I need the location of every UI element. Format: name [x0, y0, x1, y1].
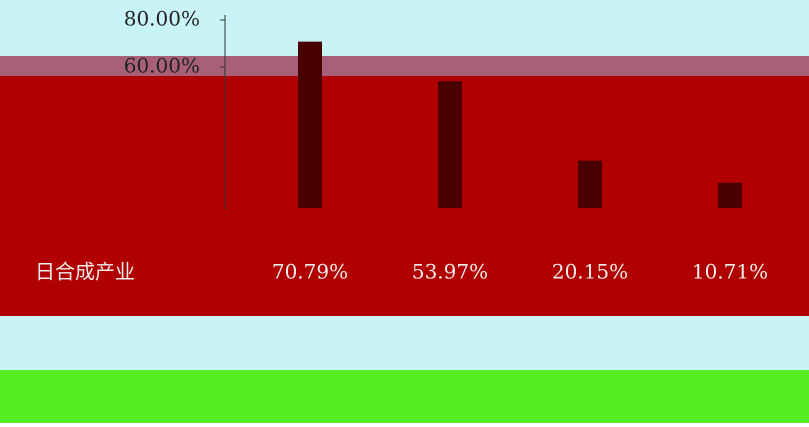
- bar: [578, 160, 602, 208]
- row-label: 日合成产业: [35, 260, 135, 284]
- y-tick-label: 80.00%: [124, 7, 200, 31]
- band: [0, 56, 809, 76]
- table-cell: 53.97%: [412, 260, 488, 284]
- table-cell: 20.15%: [552, 260, 628, 284]
- bar: [718, 182, 742, 208]
- table-cell: 70.79%: [272, 260, 348, 284]
- table-cell: 10.71%: [692, 260, 768, 284]
- bar: [438, 81, 462, 208]
- bar: [298, 41, 322, 209]
- band: [0, 76, 809, 316]
- band: [0, 370, 809, 423]
- y-tick-label: 60.00%: [124, 54, 200, 78]
